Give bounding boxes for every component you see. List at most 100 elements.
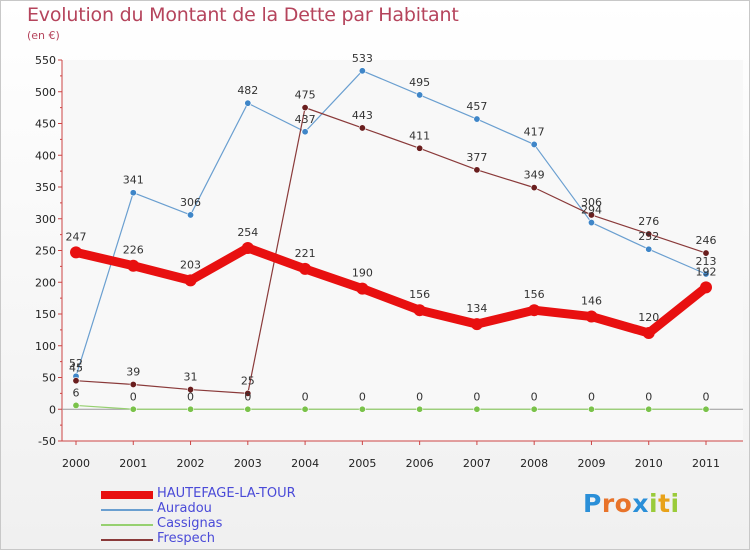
data-label: 146 <box>581 295 602 308</box>
data-point <box>70 246 82 259</box>
data-point <box>702 270 710 278</box>
data-point <box>530 184 538 192</box>
data-point <box>301 128 309 136</box>
legend-label: Cassignas <box>157 516 223 531</box>
data-label: 437 <box>295 113 316 126</box>
y-tick-label: 100 <box>35 340 56 353</box>
logo-letter: i <box>670 489 680 518</box>
y-tick-label: 400 <box>35 149 56 162</box>
x-tick-label: 2004 <box>291 457 319 470</box>
data-label: 0 <box>244 390 251 403</box>
data-label: 0 <box>130 390 137 403</box>
data-point <box>702 405 710 413</box>
data-point <box>72 401 80 409</box>
data-label: 411 <box>409 129 430 142</box>
legend-swatch <box>101 539 153 541</box>
data-label: 226 <box>123 244 144 257</box>
data-point <box>301 104 309 112</box>
data-label: 475 <box>295 89 316 102</box>
y-tick-label: 300 <box>35 213 56 226</box>
data-point <box>587 211 595 219</box>
x-tick-label: 2005 <box>348 457 376 470</box>
data-label: 213 <box>696 255 717 268</box>
data-label: 192 <box>696 265 717 278</box>
data-label: 482 <box>237 84 258 97</box>
data-label: 417 <box>524 125 545 138</box>
data-label: 246 <box>696 234 717 247</box>
data-label: 0 <box>302 390 309 403</box>
data-label: 134 <box>466 302 487 315</box>
logo-letter: o <box>614 489 633 518</box>
y-tick-label: -50 <box>38 435 56 448</box>
x-tick-label: 2002 <box>177 457 205 470</box>
data-point <box>301 405 309 413</box>
data-point <box>528 304 541 317</box>
data-label: 190 <box>352 267 373 280</box>
data-point <box>702 249 710 257</box>
data-label: 0 <box>645 390 652 403</box>
data-label: 0 <box>359 390 366 403</box>
y-tick-label: 200 <box>35 276 56 289</box>
data-label: 495 <box>409 76 430 89</box>
y-tick-label: 150 <box>35 308 56 321</box>
series-line <box>75 404 706 410</box>
chart-subtitle: (en €) <box>27 29 60 42</box>
data-point <box>473 115 481 123</box>
y-tick-label: 0 <box>49 403 56 416</box>
data-label: 0 <box>588 390 595 403</box>
data-label: 247 <box>66 230 87 243</box>
data-point <box>413 304 426 317</box>
y-tick-label: 250 <box>35 245 56 258</box>
x-tick-label: 2007 <box>463 457 491 470</box>
legend-swatch <box>101 524 153 526</box>
data-label: 120 <box>638 311 659 324</box>
x-tick-label: 2000 <box>62 457 90 470</box>
data-point <box>241 241 254 254</box>
legend-swatch <box>101 509 153 511</box>
data-point <box>356 282 369 295</box>
y-tick-label: 350 <box>35 181 56 194</box>
logo-letter: t <box>658 489 671 518</box>
data-label: 156 <box>409 288 430 301</box>
y-tick-label: 500 <box>35 86 56 99</box>
data-point <box>127 259 140 272</box>
logo-letter: i <box>649 489 659 518</box>
x-tick-label: 2010 <box>635 457 663 470</box>
x-tick-label: 2009 <box>577 457 605 470</box>
data-label: 294 <box>581 204 602 217</box>
data-point <box>470 318 483 331</box>
y-tick-label: 450 <box>35 118 56 131</box>
data-point <box>358 124 366 132</box>
x-tick-label: 2003 <box>234 457 262 470</box>
data-point <box>187 405 195 413</box>
data-label: 0 <box>416 390 423 403</box>
series-line <box>75 107 707 394</box>
plot-area <box>62 60 743 441</box>
data-label: 341 <box>123 174 144 187</box>
data-point <box>645 405 653 413</box>
data-point <box>585 310 598 323</box>
data-point <box>244 99 252 107</box>
data-label: 203 <box>180 258 201 271</box>
data-point <box>473 166 481 174</box>
data-point <box>129 380 137 388</box>
data-label: 0 <box>703 390 710 403</box>
data-label: 276 <box>638 215 659 228</box>
data-label: 306 <box>180 196 201 209</box>
logo-letter: x <box>632 489 649 518</box>
data-point <box>129 405 137 413</box>
data-point <box>416 91 424 99</box>
data-point <box>72 377 80 385</box>
data-label: 254 <box>237 226 258 239</box>
y-tick-label: 50 <box>42 372 56 385</box>
data-point <box>645 230 653 238</box>
data-point <box>299 262 312 275</box>
x-tick-label: 2006 <box>406 457 434 470</box>
legend-swatch <box>101 491 153 499</box>
data-label: 252 <box>638 230 659 243</box>
series-line <box>74 243 709 338</box>
proxiti-logo: Proxiti <box>583 489 680 518</box>
data-point <box>187 386 195 394</box>
